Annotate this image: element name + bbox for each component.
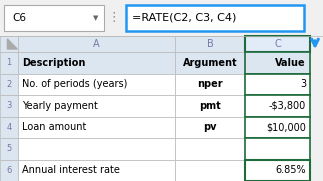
- Bar: [245, 95, 310, 117]
- Bar: [175, 159, 245, 181]
- Text: Loan amount: Loan amount: [22, 122, 86, 132]
- Bar: [18, 36, 175, 52]
- Text: pv: pv: [203, 122, 217, 132]
- Bar: [175, 138, 245, 159]
- Bar: [18, 117, 175, 138]
- Text: C: C: [274, 39, 281, 49]
- Text: pmt: pmt: [199, 101, 221, 111]
- Bar: [0, 138, 18, 159]
- Bar: [0, 36, 18, 52]
- Text: nper: nper: [197, 79, 223, 89]
- Bar: [18, 73, 175, 95]
- Text: No. of periods (years): No. of periods (years): [22, 79, 127, 89]
- Text: A: A: [93, 39, 100, 49]
- FancyBboxPatch shape: [126, 5, 304, 31]
- Text: 4: 4: [6, 123, 12, 132]
- Polygon shape: [7, 39, 17, 49]
- Text: $10,000: $10,000: [266, 122, 306, 132]
- Bar: [245, 36, 310, 52]
- Bar: [245, 117, 310, 138]
- Bar: [175, 117, 245, 138]
- Text: 2: 2: [6, 80, 12, 89]
- Bar: [0, 159, 18, 181]
- Bar: [18, 95, 175, 117]
- Text: Description: Description: [22, 58, 85, 68]
- Bar: [0, 117, 18, 138]
- Bar: [245, 138, 310, 159]
- Text: 3: 3: [300, 79, 306, 89]
- Bar: [0, 0, 323, 36]
- FancyBboxPatch shape: [4, 5, 104, 31]
- Text: 6.85%: 6.85%: [276, 165, 306, 175]
- Bar: [245, 52, 310, 73]
- Bar: [18, 138, 175, 159]
- Text: C6: C6: [12, 13, 26, 23]
- Bar: [18, 159, 175, 181]
- Text: B: B: [207, 39, 214, 49]
- Text: 6: 6: [6, 166, 12, 175]
- Bar: [245, 159, 310, 181]
- Text: Argument: Argument: [183, 58, 237, 68]
- Text: 3: 3: [6, 101, 12, 110]
- Bar: [0, 95, 18, 117]
- Bar: [0, 52, 18, 73]
- Bar: [175, 36, 245, 52]
- Text: Yearly payment: Yearly payment: [22, 101, 98, 111]
- Bar: [0, 73, 18, 95]
- Text: 5: 5: [6, 144, 12, 153]
- Bar: [175, 73, 245, 95]
- Text: =RATE(C2, C3, C4): =RATE(C2, C3, C4): [132, 13, 236, 23]
- Text: ▼: ▼: [93, 15, 99, 21]
- Bar: [18, 52, 175, 73]
- Text: Annual interest rate: Annual interest rate: [22, 165, 120, 175]
- Text: Value: Value: [276, 58, 306, 68]
- Text: 1: 1: [6, 58, 12, 67]
- Text: -$3,800: -$3,800: [269, 101, 306, 111]
- Bar: [175, 52, 245, 73]
- Text: ⋮: ⋮: [108, 12, 120, 24]
- Bar: [175, 95, 245, 117]
- Bar: [245, 73, 310, 95]
